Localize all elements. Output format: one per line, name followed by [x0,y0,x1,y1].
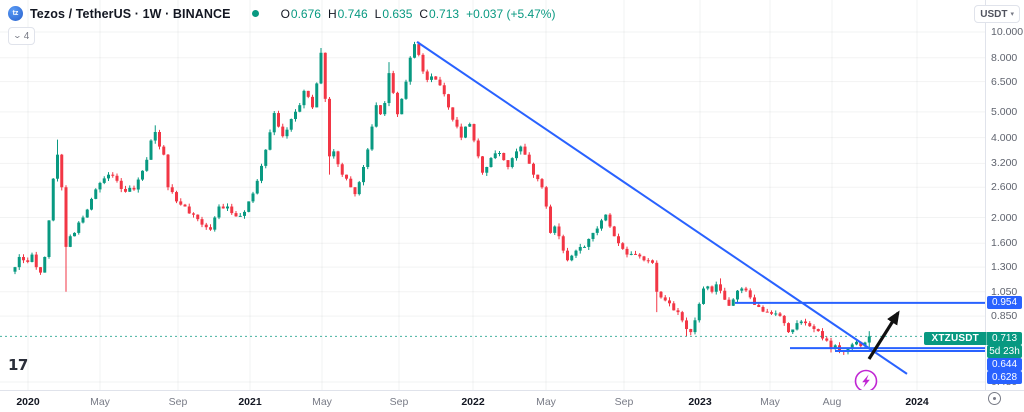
price-tick: 0.850 [991,310,1018,323]
collapsed-count: 4 [23,30,30,42]
time-tick: May [536,396,556,408]
symbol-title[interactable]: Tezos / TetherUS · 1W · BINANCE [30,6,231,21]
ohlc-high-value: 0.746 [337,6,368,21]
time-tick: 2024 [905,396,929,408]
ohlc-readout: O 0.676 H 0.746 L 0.635 C 0.713 +0.037 (+5.4… [281,7,556,21]
price-tick: 1.300 [991,261,1018,274]
goto-realtime-button[interactable] [988,392,1001,405]
price-change: +0.037 (+5.47%) [466,6,556,21]
chart-header: tz Tezos / TetherUS · 1W · BINANCE O 0.67… [8,6,555,21]
support-price-label-2: 0.628 [987,370,1022,384]
price-tick: 3.200 [991,157,1018,170]
time-tick: 2023 [688,396,712,408]
time-tick: 2022 [461,396,485,408]
ohlc-low-value: 0.635 [382,6,413,21]
last-price-tag: XTZUSDT 0.713 [924,331,1022,345]
ohlc-high-label: H [327,6,337,21]
tradingview-logo[interactable]: 17 [8,356,28,374]
time-tick: 2020 [16,396,40,408]
ohlc-close-label: C [419,6,429,21]
descending-trendline[interactable] [416,41,908,375]
ohlc-low-label: L [374,6,382,21]
lightning-icon [862,374,870,388]
price-tick: 5.000 [991,105,1018,118]
currency-button[interactable]: USDT ▾ [974,5,1020,23]
collapsed-indicators-button[interactable]: ⌄ 4 [8,27,36,45]
time-tick: May [90,396,110,408]
time-tick: Aug [822,396,842,408]
breakout-arrow[interactable] [867,310,900,360]
lightning-badge[interactable] [854,369,878,393]
time-tick: Sep [168,396,188,408]
ohlc-open-label: O [280,6,290,21]
time-tick: 2021 [238,396,262,408]
price-tick: 6.500 [991,75,1018,88]
drawings[interactable] [416,41,985,375]
ohlc-close-value: 0.713 [429,6,460,21]
currency-label: USDT [980,8,1008,20]
symbol-tag-name: XTZUSDT [924,331,986,345]
price-tick: 2.600 [991,181,1018,194]
time-tick: May [312,396,332,408]
time-axis[interactable]: 2020 May Sep 2021 May Sep 2022 May Sep 2023 May Aug… [0,390,1024,412]
resistance-price-label: 0.954 [987,296,1022,310]
price-tick: 10.000 [991,26,1024,38]
price-tick: 1.600 [991,237,1018,250]
price-tick: 4.000 [991,131,1018,144]
price-tick: 8.000 [991,51,1018,64]
chevron-down-icon: ⌄ [12,31,23,40]
price-tick: 1.050 [991,285,1018,298]
time-tick: Sep [389,396,409,408]
candlestick-series[interactable] [13,41,871,355]
time-tick: Sep [614,396,634,408]
price-axis[interactable]: 10.000 8.000 6.500 5.000 4.000 3.200 2.600 2.00… [985,0,1024,390]
support-price-label-1: 0.644 [987,357,1022,371]
last-price-value: 0.713 [986,331,1022,345]
caret-down-icon: ▾ [1010,11,1014,18]
price-tick: 2.000 [991,211,1018,224]
ohlc-open-value: 0.676 [290,6,321,21]
bar-countdown-label: 5d 23h [987,344,1022,358]
time-tick: May [760,396,780,408]
market-status-icon[interactable] [251,10,259,17]
grid [0,0,985,390]
tezos-logo-icon: tz [8,6,23,21]
